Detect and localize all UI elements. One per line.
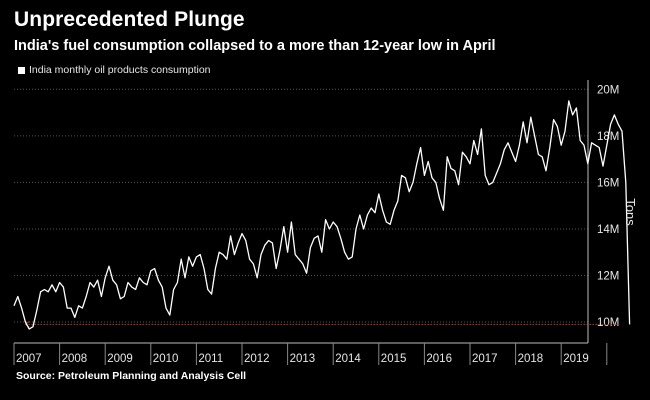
y-tick-label: 16M: [597, 177, 619, 189]
y-tick-label: 14M: [597, 224, 619, 236]
grid: [14, 88, 588, 323]
x-tick-label: 2009: [107, 353, 133, 365]
x-tick-label: 2014: [335, 353, 361, 365]
x-tick-label: 2010: [153, 353, 179, 365]
x-tick-label: 2007: [16, 353, 42, 365]
x-tick-label: 2016: [426, 353, 452, 365]
legend-label: India monthly oil products consumption: [29, 64, 211, 76]
chart-subtitle: India's fuel consumption collapsed to a …: [14, 38, 496, 54]
source-note: Source: Petroleum Planning and Analysis …: [16, 370, 247, 382]
legend: India monthly oil products consumption: [18, 64, 211, 76]
series-line: [13, 100, 631, 330]
legend-swatch: [18, 66, 25, 74]
chart-title: Unprecedented Plunge: [14, 8, 245, 31]
y-tick-label: 10M: [597, 317, 619, 329]
x-tick-label: 2011: [198, 353, 223, 365]
x-axis: 2007 2008 2009 2010 2011 2012 2013 2014 2015 2016…: [13, 342, 608, 365]
x-tick-label: 2012: [244, 353, 270, 365]
x-tick-label: 2015: [381, 353, 407, 365]
x-tick-label: 2013: [290, 353, 316, 365]
y-tick-label: 12M: [597, 271, 619, 283]
y-tick-label: 20M: [597, 84, 619, 96]
x-tick-label: 2008: [62, 353, 88, 365]
x-tick-label: 2017: [472, 353, 498, 365]
x-tick-label: 2019: [563, 353, 589, 365]
x-tick-label: 2018: [518, 353, 544, 365]
y-axis-title: Tons: [623, 198, 638, 226]
series-layer: [13, 100, 631, 330]
